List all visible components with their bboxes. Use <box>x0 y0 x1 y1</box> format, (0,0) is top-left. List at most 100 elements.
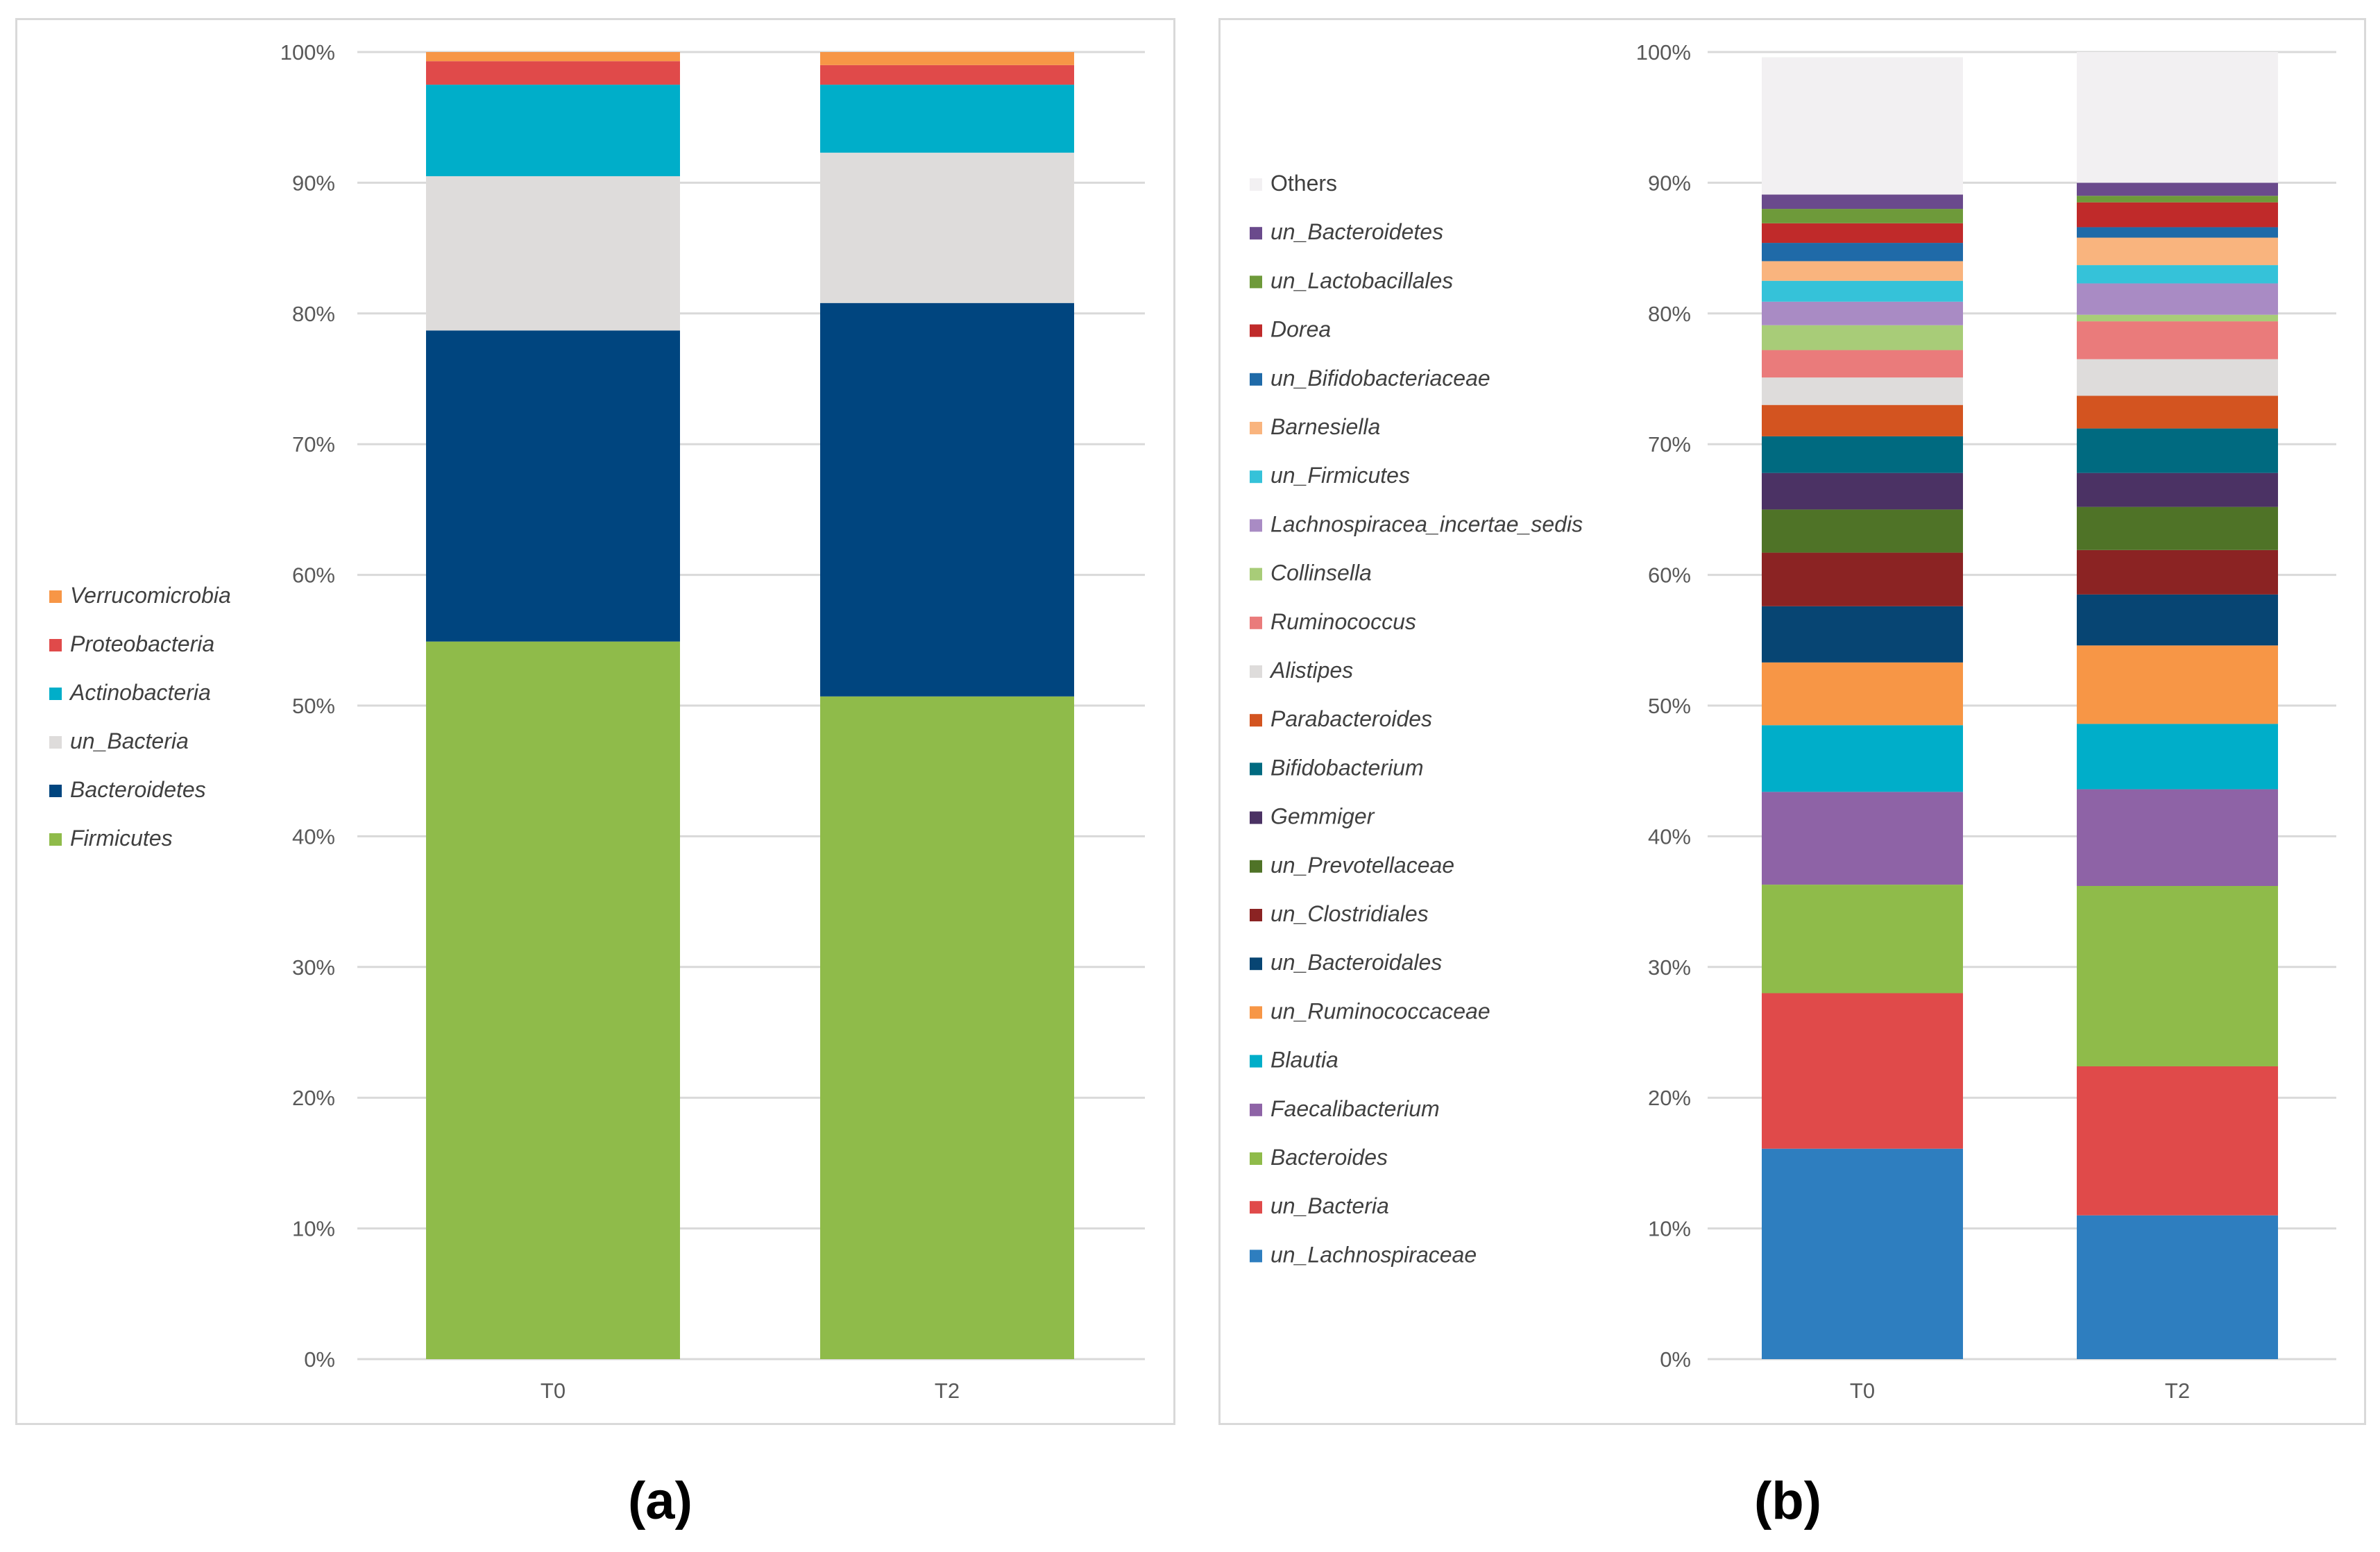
bar-segment-un-firmicutes-t0 <box>1762 280 1963 302</box>
y-tick-label: 10% <box>1648 1217 1691 1241</box>
bar-segment-bacteroides-t0 <box>1762 885 1963 994</box>
legend-label-collinsella: Collinsella <box>1270 561 1372 586</box>
legend-label-un-bacteria: un_Bacteria <box>1270 1193 1389 1218</box>
legend-label-alistipes: Alistipes <box>1269 658 1353 683</box>
legend-swatch-proteobacteria <box>49 639 62 651</box>
bar-segment-bacteroides-t2 <box>2077 885 2278 1066</box>
legend-label-proteobacteria: Proteobacteria <box>70 631 214 656</box>
legend-label-ruminococcus: Ruminococcus <box>1270 609 1416 634</box>
legend-label-bacteroides: Bacteroides <box>1270 1145 1388 1170</box>
bar-segment-proteobacteria-t2 <box>820 65 1074 85</box>
bar-segment-parabacteroides-t0 <box>1762 404 1963 436</box>
bar-segment-ruminococcus-t2 <box>2077 321 2278 359</box>
bar-segment-un-bifidobacteriaceae-t2 <box>2077 227 2278 238</box>
legend-label-bifidobacterium: Bifidobacterium <box>1270 755 1424 780</box>
y-tick-label: 90% <box>1648 171 1691 195</box>
legend-label-un-lachnospiraceae: un_Lachnospiraceae <box>1270 1242 1477 1267</box>
legend-swatch-un-firmicutes <box>1250 470 1262 484</box>
legend-swatch-ruminococcus <box>1250 616 1262 629</box>
legend-label-un-prevotellaceae: un_Prevotellaceae <box>1270 853 1454 878</box>
bar-segment-barnesiella-t2 <box>2077 237 2278 266</box>
bar-segment-proteobacteria-t0 <box>426 61 680 85</box>
bar-segment-un-bifidobacteriaceae-t0 <box>1762 243 1963 262</box>
bar-segment-alistipes-t2 <box>2077 359 2278 396</box>
legend-swatch-un-prevotellaceae <box>1250 860 1262 873</box>
y-tick-label: 100% <box>280 40 335 65</box>
legend-label-verrucomicrobia: Verrucomicrobia <box>70 583 231 608</box>
bar-segment-un-bacteria-t0 <box>1762 993 1963 1149</box>
legend-swatch-blautia <box>1250 1055 1262 1068</box>
bar-segment-un-prevotellaceae-t0 <box>1762 509 1963 553</box>
legend-swatch-parabacteroides <box>1250 714 1262 727</box>
bar-segment-others-t2 <box>2077 52 2278 183</box>
legend-label-parabacteroides: Parabacteroides <box>1270 706 1432 731</box>
legend-swatch-un-bacteroidetes <box>1250 227 1262 240</box>
legend-swatch-lachnospiracea-incertae-sedis <box>1250 519 1262 532</box>
legend-swatch-un-bacteroidales <box>1250 957 1262 971</box>
y-tick-label: 0% <box>1660 1347 1691 1372</box>
bar-segment-un-lactobacillales-t0 <box>1762 209 1963 223</box>
bar-segment-parabacteroides-t2 <box>2077 395 2278 429</box>
legend-swatch-collinsella <box>1250 568 1262 581</box>
bar-segment-verrucomicrobia-t0 <box>426 52 680 62</box>
y-tick-label: 40% <box>1648 824 1691 849</box>
bar-segment-bacteroidetes-t2 <box>820 302 1074 697</box>
y-tick-label: 90% <box>292 171 335 195</box>
y-tick-label: 20% <box>292 1086 335 1110</box>
legend-swatch-actinobacteria <box>49 688 62 700</box>
y-tick-label: 30% <box>292 955 335 980</box>
legend-label-un-bacteroidales: un_Bacteroidales <box>1270 950 1442 975</box>
legend-swatch-gemmiger <box>1250 811 1262 824</box>
legend-label-un-lactobacillales: un_Lactobacillales <box>1270 268 1453 293</box>
bar-segment-un-bacteroidetes-t0 <box>1762 194 1963 210</box>
legend-swatch-un-ruminococcaceae <box>1250 1006 1262 1019</box>
bar-segment-faecalibacterium-t0 <box>1762 792 1963 885</box>
legend-swatch-bacteroides <box>1250 1152 1262 1165</box>
panel-label-a: (a) <box>628 1472 692 1530</box>
legend-swatch-others <box>1250 178 1262 191</box>
x-category-label: T2 <box>935 1379 960 1403</box>
bar-segment-bacteroidetes-t0 <box>426 330 680 642</box>
x-category-label: T0 <box>541 1379 566 1403</box>
bar-segment-others-t0 <box>1762 57 1963 195</box>
legend-swatch-barnesiella <box>1250 422 1262 434</box>
bar-segment-verrucomicrobia-t2 <box>820 52 1074 65</box>
y-tick-label: 70% <box>292 432 335 457</box>
genus-stacked-bar-chart: 0% 10% 20% 30% 40% 50% 60% 70% 80% 90% 100% T0 T2 Oth… <box>1250 40 2336 1403</box>
chart-panel-b: 0% 10% 20% 30% 40% 50% 60% 70% 80% 90% 100% T0 T2 Oth… <box>1218 18 2366 1425</box>
legend-swatch-firmicutes <box>49 833 62 846</box>
legend-swatch-un-lachnospiraceae <box>1250 1250 1262 1263</box>
legend-swatch-faecalibacterium <box>1250 1103 1262 1116</box>
legend-swatch-un-bacteria <box>1250 1201 1262 1214</box>
y-tick-label: 30% <box>1648 955 1691 980</box>
y-tick-label: 0% <box>304 1347 335 1372</box>
bar-segment-actinobacteria-t0 <box>426 85 680 176</box>
legend-label-dorea: Dorea <box>1270 317 1331 342</box>
bar-segment-un-ruminococcaceae-t0 <box>1762 662 1963 726</box>
bar-segment-un-lachnospiraceae-t2 <box>2077 1215 2278 1359</box>
legend-swatch-un-clostridiales <box>1250 909 1262 921</box>
bar-segment-bifidobacterium-t2 <box>2077 428 2278 473</box>
legend-label-actinobacteria: Actinobacteria <box>69 680 211 705</box>
bar-segment-lachnospiracea-incertae-sedis-t0 <box>1762 301 1963 325</box>
y-tick-label: 40% <box>292 824 335 849</box>
bar-segment-actinobacteria-t2 <box>820 85 1074 153</box>
y-tick-label: 60% <box>1648 563 1691 588</box>
legend-swatch-dorea <box>1250 324 1262 337</box>
legend-label-un-clostridiales: un_Clostridiales <box>1270 901 1429 926</box>
legend-label-un-bacteria: un_Bacteria <box>70 728 189 753</box>
bar-segment-blautia-t2 <box>2077 724 2278 790</box>
bar-segment-un-ruminococcaceae-t2 <box>2077 645 2278 724</box>
legend-label-un-firmicutes: un_Firmicutes <box>1270 463 1410 488</box>
bar-segment-alistipes-t0 <box>1762 377 1963 405</box>
y-tick-label: 80% <box>1648 302 1691 326</box>
bar-segment-firmicutes-t0 <box>426 641 680 1359</box>
legend-swatch-bacteroidetes <box>49 785 62 797</box>
legend-label-bacteroidetes: Bacteroidetes <box>70 777 206 802</box>
bar-segment-ruminococcus-t0 <box>1762 350 1963 378</box>
bar-segment-lachnospiracea-incertae-sedis-t2 <box>2077 283 2278 315</box>
bar-segment-bifidobacterium-t0 <box>1762 436 1963 473</box>
legend-swatch-un-lactobacillales <box>1250 275 1262 289</box>
bar-segment-un-prevotellaceae-t2 <box>2077 506 2278 550</box>
bar-segment-un-bacteroidales-t2 <box>2077 594 2278 646</box>
